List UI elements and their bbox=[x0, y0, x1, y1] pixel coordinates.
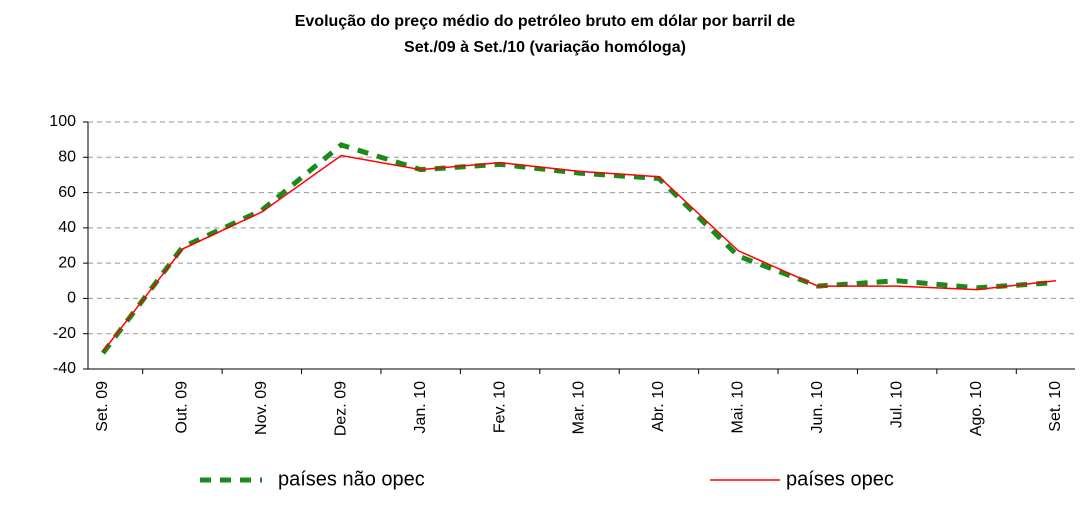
x-tick-label: Out. 09 bbox=[174, 381, 191, 434]
chart-title: Evolução do preço médio do petróleo brut… bbox=[295, 13, 796, 30]
x-tick-label: Set. 10 bbox=[1047, 381, 1064, 432]
legend-label: países não opec bbox=[278, 468, 425, 490]
x-tick-label: Jul. 10 bbox=[888, 381, 905, 428]
y-tick-label: 20 bbox=[58, 254, 76, 271]
x-tick-label: Jan. 10 bbox=[412, 381, 429, 434]
x-tick-label: Set. 09 bbox=[94, 381, 111, 432]
y-tick-label: 40 bbox=[58, 219, 76, 236]
y-tick-label: 100 bbox=[49, 113, 76, 130]
x-tick-label: Mar. 10 bbox=[571, 381, 588, 434]
series-line bbox=[101, 142, 1057, 355]
x-tick-label: Dez. 09 bbox=[332, 381, 349, 436]
y-tick-label: 80 bbox=[58, 149, 76, 166]
x-tick-label: Abr. 10 bbox=[650, 381, 667, 432]
legend-label: países opec bbox=[786, 468, 894, 490]
y-tick-label: 0 bbox=[67, 290, 76, 307]
series-line bbox=[102, 154, 1057, 352]
chart-title: Set./09 à Set./10 (variação homóloga) bbox=[404, 39, 686, 56]
x-tick-label: Jun. 10 bbox=[809, 381, 826, 434]
y-tick-label: 60 bbox=[58, 184, 76, 201]
x-tick-label: Mai. 10 bbox=[730, 381, 747, 434]
y-tick-label: -20 bbox=[53, 325, 76, 342]
x-tick-label: Nov. 09 bbox=[253, 381, 270, 435]
x-tick-label: Fev. 10 bbox=[491, 381, 508, 433]
x-tick-label: Ago. 10 bbox=[968, 381, 985, 436]
y-tick-label: -40 bbox=[53, 360, 76, 377]
